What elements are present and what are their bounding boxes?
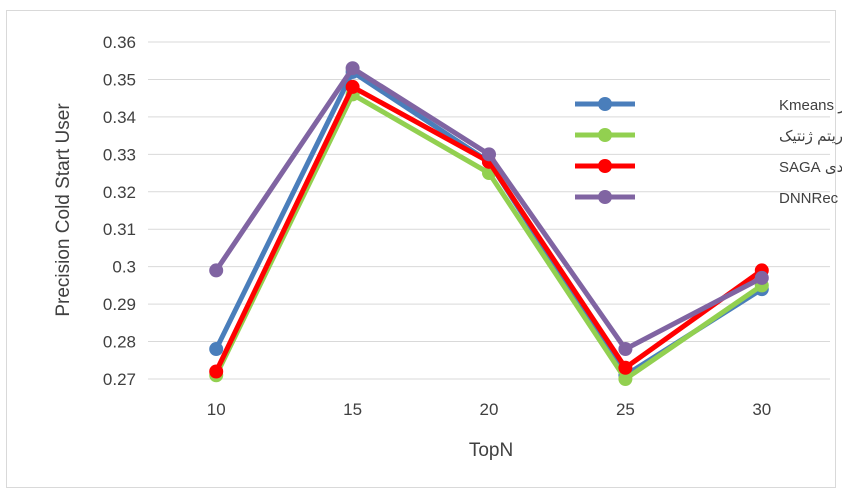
y-tick-label: 0.28 (103, 333, 136, 352)
data-point (345, 61, 360, 76)
data-point (482, 147, 496, 162)
series-0 (209, 64, 769, 383)
legend-label: روش مبتنی بر Kmeans (779, 97, 842, 114)
x-tick-label: 25 (616, 400, 635, 419)
legend-marker (598, 97, 612, 111)
gridlines (148, 41, 830, 380)
legend-label: روش پیشنهادی SAGA (779, 159, 842, 177)
data-point (618, 342, 633, 357)
data-point (209, 263, 224, 278)
y-tick-label: 0.27 (103, 370, 136, 389)
y-tick-label: 0.33 (103, 145, 136, 164)
y-axis-title: Precision Cold Start User (53, 103, 74, 317)
y-axis-ticks: 0.27 0.28 0.29 0.3 0.31 0.32 0.33 0.34 0.35 0.36 (103, 33, 136, 389)
data-point (209, 364, 224, 379)
y-tick-label: 0.34 (103, 108, 136, 127)
legend-marker (598, 159, 612, 173)
y-tick-label: 0.32 (103, 183, 136, 202)
x-tick-label: 30 (752, 400, 771, 419)
series-line (213, 91, 765, 382)
legend-label: روش مبتنی بر الگوریتم ژنتیک (779, 127, 842, 145)
x-tick-label: 15 (343, 400, 362, 419)
series-3 (209, 61, 769, 357)
data-point (345, 79, 360, 94)
data-point (209, 342, 224, 357)
data-point (754, 270, 769, 285)
chart-frame (6, 10, 836, 488)
legend-marker (598, 128, 612, 142)
series-layer (209, 61, 769, 386)
y-tick-label: 0.36 (103, 33, 136, 52)
y-tick-label: 0.29 (103, 295, 136, 314)
x-tick-label: 10 (207, 400, 226, 419)
x-axis-ticks: 10 15 20 25 30 (207, 400, 772, 419)
y-tick-label: 0.3 (112, 258, 136, 277)
y-tick-label: 0.31 (103, 220, 136, 239)
legend: روش مبتنی بر Kmeans روش مبتنی بر الگوریتم… (575, 97, 842, 207)
x-tick-label: 20 (480, 400, 499, 419)
x-axis-title: TopN (469, 440, 513, 461)
data-point (618, 360, 633, 375)
data-point (618, 372, 633, 386)
legend-label: روش DNNRec (779, 190, 842, 207)
legend-marker (598, 190, 612, 204)
y-tick-label: 0.35 (103, 70, 136, 89)
